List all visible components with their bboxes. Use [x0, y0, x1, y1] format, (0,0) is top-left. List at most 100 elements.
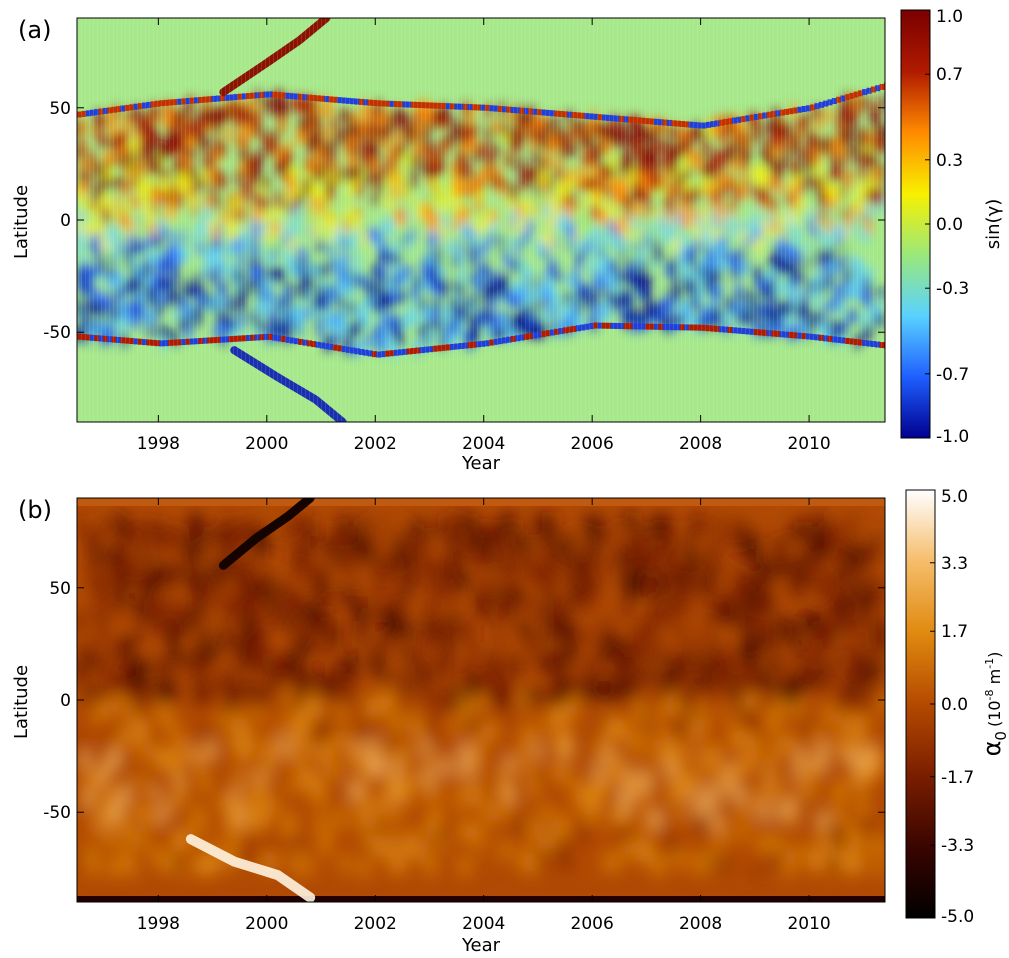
field-cell	[433, 179, 440, 194]
field-cell	[516, 129, 523, 144]
field-cell	[848, 514, 857, 535]
stripe	[125, 18, 126, 422]
field-cell	[127, 109, 134, 124]
field-cell	[213, 195, 220, 210]
field-cell	[412, 112, 419, 127]
field-cell	[825, 218, 832, 233]
field-cell	[366, 827, 375, 848]
field-cell	[425, 163, 432, 178]
field-cell	[220, 618, 229, 639]
field-cell	[202, 685, 211, 706]
field-cell	[150, 190, 157, 205]
stripe	[297, 18, 298, 422]
field-cell	[657, 646, 666, 667]
field-cell	[460, 120, 467, 135]
field-cell	[725, 209, 732, 224]
field-cell	[256, 299, 263, 314]
field-cell	[467, 517, 476, 538]
field-cell	[326, 844, 335, 865]
field-cell	[239, 163, 246, 178]
field-cell	[222, 245, 229, 260]
field-cell	[452, 304, 459, 319]
band-edge-north	[350, 98, 356, 105]
field-cell	[238, 251, 245, 266]
field-cell	[488, 774, 497, 795]
stripe	[825, 18, 826, 422]
field-cell	[192, 202, 199, 217]
field-cell	[215, 113, 222, 128]
field-cell	[191, 650, 200, 671]
field-cell	[601, 640, 610, 661]
field-cell	[506, 754, 515, 775]
field-cell	[110, 120, 117, 135]
stripe	[821, 18, 822, 422]
band-edge-south	[844, 337, 850, 344]
band-edge-north	[302, 94, 308, 101]
band-edge-south	[640, 323, 646, 330]
field-cell	[545, 154, 552, 169]
field-cell	[623, 510, 632, 531]
field-cell	[761, 587, 770, 608]
field-cell	[267, 289, 274, 304]
band-edge-south	[367, 350, 373, 357]
stripe	[241, 18, 242, 422]
field-cell	[456, 161, 463, 176]
field-cell	[133, 195, 140, 210]
field-cell	[324, 126, 331, 141]
field-cell	[197, 854, 206, 875]
band-edge-north	[753, 113, 759, 120]
field-cell	[637, 724, 646, 745]
field-cell	[740, 258, 747, 273]
field-cell	[674, 312, 681, 327]
field-cell	[189, 306, 196, 321]
stripe	[301, 18, 302, 422]
band-edge-south	[254, 334, 260, 341]
field-cell	[825, 843, 834, 864]
band-edge-north	[263, 91, 269, 98]
field-cell	[760, 167, 767, 182]
field-cell	[689, 270, 696, 285]
field-cell	[546, 582, 555, 603]
field-cell	[93, 702, 102, 723]
field-cell	[669, 146, 676, 161]
field-cell	[468, 105, 475, 120]
field-cell	[463, 329, 470, 344]
field-cell	[469, 319, 476, 334]
field-cell	[397, 787, 406, 808]
band-edge-south	[619, 323, 625, 330]
field-cell	[213, 324, 220, 339]
field-cell	[93, 204, 100, 219]
stripe	[793, 18, 794, 422]
field-cell	[568, 275, 575, 290]
band-edge-north	[554, 110, 560, 117]
field-cell	[773, 164, 780, 179]
field-cell	[451, 550, 460, 571]
field-cell	[520, 555, 529, 576]
field-cell	[321, 143, 328, 158]
field-cell	[589, 257, 596, 272]
field-cell	[147, 122, 154, 137]
field-cell	[672, 202, 679, 217]
band-edge-south	[632, 323, 638, 330]
field-cell	[138, 161, 145, 176]
field-cell	[443, 305, 450, 320]
field-cell	[761, 315, 768, 330]
stripe	[453, 18, 454, 422]
field-cell	[866, 131, 873, 146]
field-cell	[344, 335, 351, 350]
field-cell	[701, 177, 708, 192]
field-cell	[438, 562, 447, 583]
field-cell	[315, 668, 324, 689]
field-cell	[173, 160, 180, 175]
field-cell	[97, 183, 104, 198]
band-edge-north	[701, 122, 707, 129]
field-cell	[224, 324, 231, 339]
field-cell	[725, 843, 734, 864]
field-cell	[95, 546, 104, 567]
field-cell	[123, 123, 130, 138]
field-cell	[609, 114, 616, 129]
field-cell	[532, 116, 539, 131]
field-cell	[835, 736, 844, 757]
field-cell	[271, 849, 280, 870]
field-cell	[815, 635, 824, 656]
